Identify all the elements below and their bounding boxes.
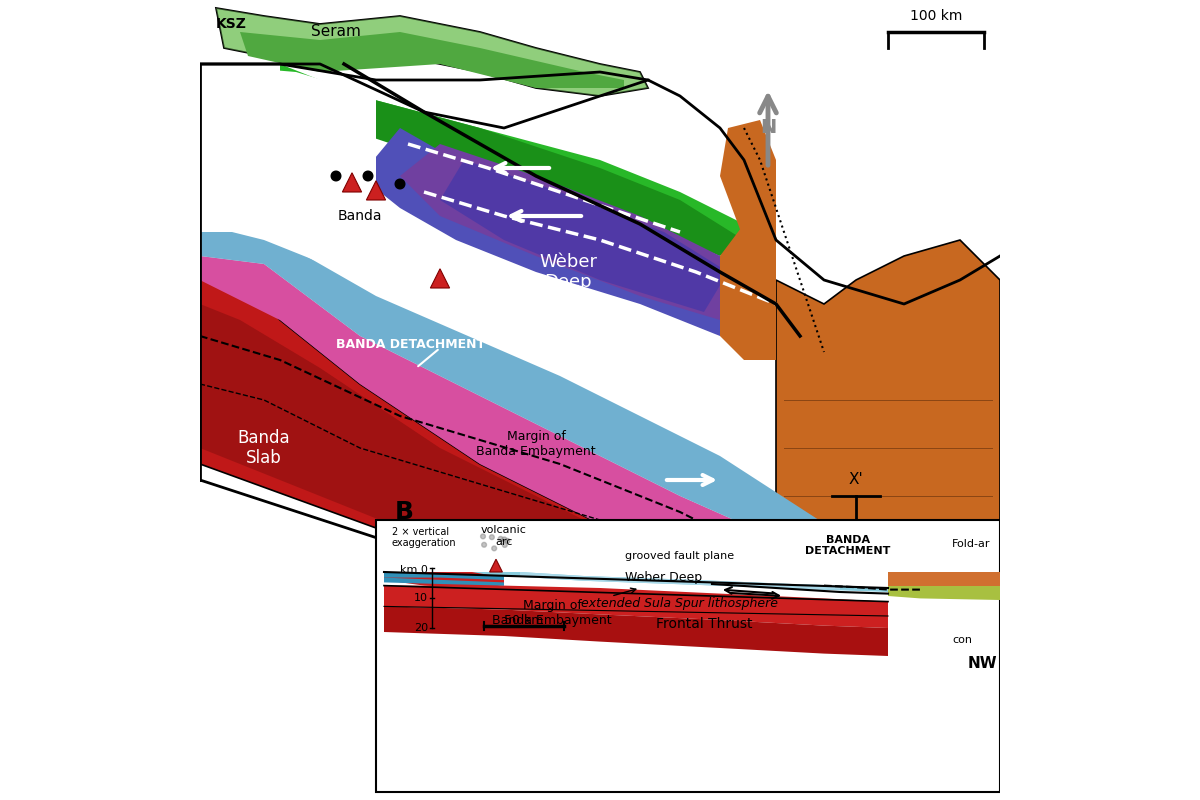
Polygon shape xyxy=(376,520,1000,792)
Polygon shape xyxy=(384,572,504,580)
Text: grooved fault plane: grooved fault plane xyxy=(625,551,734,561)
Polygon shape xyxy=(200,256,824,600)
Polygon shape xyxy=(384,572,504,586)
Text: BANDA
DETACHMENT: BANDA DETACHMENT xyxy=(805,534,890,557)
Polygon shape xyxy=(360,128,760,336)
Circle shape xyxy=(481,534,486,538)
Polygon shape xyxy=(400,144,744,320)
Polygon shape xyxy=(200,304,736,608)
Polygon shape xyxy=(280,64,776,272)
Text: Banda
Slab: Banda Slab xyxy=(238,429,290,467)
Polygon shape xyxy=(200,64,376,224)
Text: Margin of
Banda Embayment: Margin of Banda Embayment xyxy=(492,588,636,627)
Polygon shape xyxy=(384,572,504,588)
Polygon shape xyxy=(342,173,361,192)
Polygon shape xyxy=(200,64,376,272)
Polygon shape xyxy=(384,606,888,656)
Polygon shape xyxy=(200,232,856,560)
Text: Margin of
Banda Embayment: Margin of Banda Embayment xyxy=(476,430,596,458)
Polygon shape xyxy=(216,8,648,96)
Polygon shape xyxy=(440,160,728,312)
Circle shape xyxy=(505,538,510,543)
Text: 10: 10 xyxy=(414,594,428,603)
Polygon shape xyxy=(384,572,888,592)
Polygon shape xyxy=(200,256,824,600)
Circle shape xyxy=(492,546,497,550)
Text: 50 km: 50 km xyxy=(504,614,544,626)
Text: Frontal Thrust: Frontal Thrust xyxy=(655,617,752,631)
Polygon shape xyxy=(384,586,888,628)
Polygon shape xyxy=(240,32,624,88)
Polygon shape xyxy=(720,224,776,360)
Text: B: B xyxy=(395,500,414,524)
Text: N: N xyxy=(760,118,776,138)
Text: con: con xyxy=(952,635,972,645)
Text: volcanic
arc: volcanic arc xyxy=(481,525,527,547)
Polygon shape xyxy=(490,559,503,572)
Polygon shape xyxy=(776,240,1000,680)
Text: NW: NW xyxy=(968,657,997,671)
Text: Seram: Seram xyxy=(311,25,361,39)
Circle shape xyxy=(503,542,508,547)
Circle shape xyxy=(502,537,506,542)
Text: Banda: Banda xyxy=(337,209,383,223)
Text: 2 × vertical
exaggeration: 2 × vertical exaggeration xyxy=(392,526,457,549)
Polygon shape xyxy=(431,269,450,288)
Circle shape xyxy=(490,534,494,539)
Polygon shape xyxy=(366,181,385,200)
Polygon shape xyxy=(520,572,840,590)
Circle shape xyxy=(498,537,503,542)
Polygon shape xyxy=(888,572,1000,586)
Text: km 0: km 0 xyxy=(400,566,428,575)
Text: 100 km: 100 km xyxy=(910,9,962,23)
Text: KSZ: KSZ xyxy=(216,17,247,31)
Text: 20: 20 xyxy=(414,623,428,633)
Text: BANDA DETACHMENT: BANDA DETACHMENT xyxy=(336,338,485,350)
Circle shape xyxy=(331,171,341,181)
Polygon shape xyxy=(888,572,1000,600)
Circle shape xyxy=(395,179,404,189)
Circle shape xyxy=(364,171,373,181)
Polygon shape xyxy=(200,0,1000,704)
Text: Wèber
Deep: Wèber Deep xyxy=(539,253,598,291)
Text: X': X' xyxy=(848,473,863,487)
Polygon shape xyxy=(200,280,776,624)
Polygon shape xyxy=(200,64,360,120)
Text: extended Sula Spur lithosphere: extended Sula Spur lithosphere xyxy=(582,598,779,610)
Text: Fold-ar: Fold-ar xyxy=(952,539,990,549)
Text: Weber Deep: Weber Deep xyxy=(625,571,702,584)
Circle shape xyxy=(481,542,486,547)
Polygon shape xyxy=(720,120,776,280)
Polygon shape xyxy=(216,8,648,96)
Polygon shape xyxy=(344,96,744,256)
